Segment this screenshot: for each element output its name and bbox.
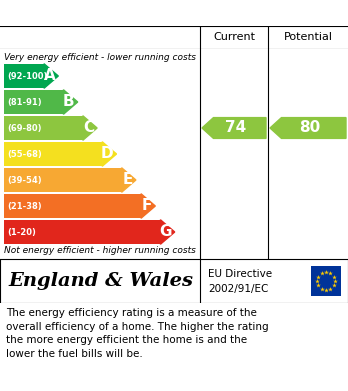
Polygon shape <box>83 116 97 140</box>
Text: The energy efficiency rating is a measure of the
overall efficiency of a home. T: The energy efficiency rating is a measur… <box>6 308 269 359</box>
Bar <box>4 142 102 166</box>
Text: (55-68): (55-68) <box>7 149 42 158</box>
Text: (81-91): (81-91) <box>7 97 42 106</box>
Text: 2002/91/EC: 2002/91/EC <box>208 284 268 294</box>
Bar <box>4 116 83 140</box>
Text: F: F <box>142 199 152 213</box>
Text: E: E <box>122 172 133 188</box>
Polygon shape <box>202 118 266 138</box>
Text: (21-38): (21-38) <box>7 201 42 210</box>
Text: (92-100): (92-100) <box>7 72 47 81</box>
Text: EU Directive: EU Directive <box>208 269 272 280</box>
Text: 74: 74 <box>226 120 247 136</box>
Text: B: B <box>63 95 75 109</box>
Text: (1-20): (1-20) <box>7 228 36 237</box>
Polygon shape <box>121 168 136 192</box>
Text: (39-54): (39-54) <box>7 176 42 185</box>
Text: C: C <box>83 120 94 136</box>
Text: 80: 80 <box>299 120 321 136</box>
Text: Energy Efficiency Rating: Energy Efficiency Rating <box>8 5 218 20</box>
Polygon shape <box>44 64 58 88</box>
Text: England & Wales: England & Wales <box>8 272 193 290</box>
Bar <box>4 90 63 114</box>
Bar <box>4 168 121 192</box>
Polygon shape <box>102 142 117 166</box>
Text: Current: Current <box>213 32 255 43</box>
Polygon shape <box>160 220 175 244</box>
Bar <box>311 266 341 296</box>
Bar <box>4 220 160 244</box>
Text: (69-80): (69-80) <box>7 124 41 133</box>
Bar <box>4 64 44 88</box>
Bar <box>4 194 141 218</box>
Text: Potential: Potential <box>284 32 332 43</box>
Polygon shape <box>270 118 346 138</box>
Polygon shape <box>63 90 78 114</box>
Text: D: D <box>101 147 113 161</box>
Text: Very energy efficient - lower running costs: Very energy efficient - lower running co… <box>4 53 196 62</box>
Text: Not energy efficient - higher running costs: Not energy efficient - higher running co… <box>4 246 196 255</box>
Text: G: G <box>159 224 172 240</box>
Text: A: A <box>44 68 55 84</box>
Polygon shape <box>141 194 155 218</box>
